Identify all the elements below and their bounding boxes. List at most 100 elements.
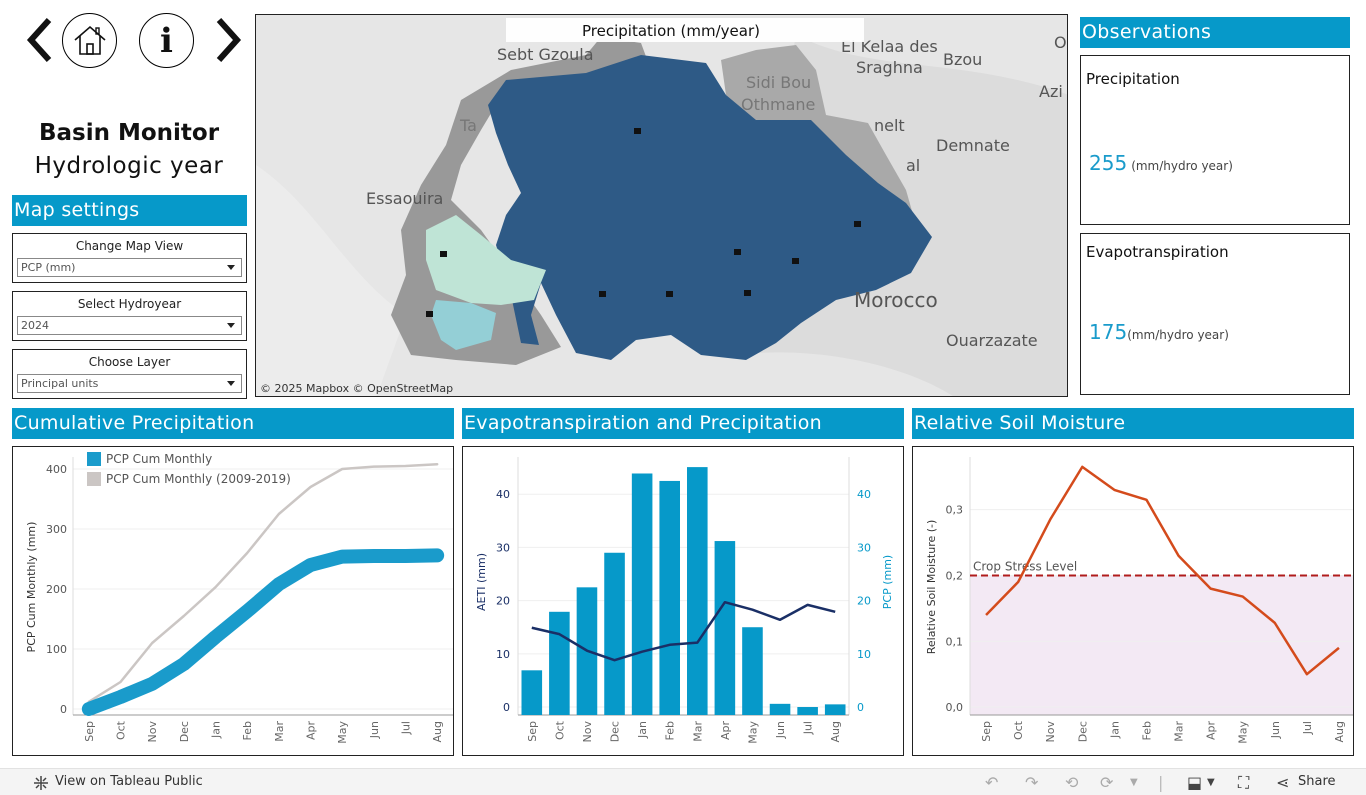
x-tick-label: Sep <box>526 721 539 742</box>
y2-tick-label: 10 <box>857 648 871 661</box>
x-tick-label: Dec <box>178 721 191 742</box>
x-tick-label: Dec <box>1076 721 1089 742</box>
x-tick-label: Jan <box>1108 721 1121 739</box>
layer-filter: Choose Layer Principal units <box>12 349 247 399</box>
tableau-logo-icon <box>34 776 48 790</box>
revert-icon[interactable]: ⟲ <box>1065 773 1079 792</box>
observations-header: Observations <box>1080 17 1350 48</box>
evapotranspiration-card: Evapotranspiration 175(mm/hydro year) <box>1080 233 1350 395</box>
pcp-bar <box>769 703 791 715</box>
redo-icon[interactable]: ↷ <box>1025 773 1039 792</box>
layer-select[interactable]: Principal units <box>17 374 242 393</box>
y-tick-label: 10 <box>496 648 510 661</box>
series-line <box>81 548 445 716</box>
share-button[interactable]: Share <box>1298 774 1336 789</box>
back-button[interactable] <box>10 12 66 68</box>
card-value: 175 <box>1089 320 1128 344</box>
pcp-bar <box>631 473 653 715</box>
x-tick-label: Jul <box>802 721 815 735</box>
pcp-bar <box>659 480 680 715</box>
y-axis-title: AETI (mm) <box>475 553 488 611</box>
map-unit-light[interactable] <box>426 215 546 305</box>
y-tick-label: 0 <box>503 701 510 714</box>
select-value: 2024 <box>21 319 49 332</box>
download-icon[interactable]: ⬓ <box>1187 773 1203 792</box>
map-canvas: Sebt Gzoula El Kelaa des Sraghna Bzou Si… <box>256 15 1067 396</box>
divider-icon: | <box>1158 773 1164 792</box>
hydroyear-select[interactable]: 2024 <box>17 316 242 335</box>
chevron-right-icon <box>216 17 242 63</box>
undo-icon[interactable]: ↶ <box>985 773 999 792</box>
map-label: Essaouira <box>366 189 443 208</box>
x-tick-label: Nov <box>581 721 594 743</box>
soil-chart-svg: 0,0 0,1 0,2 0,3 Sep Oct Nov Dec Jan Feb Mar Apr May J… <box>925 457 1353 744</box>
y2-tick-label: 0 <box>857 701 864 714</box>
refresh-dropdown-icon[interactable]: ▼ <box>1130 777 1138 788</box>
fullscreen-icon[interactable]: ⛶ <box>1238 773 1250 792</box>
page-title: Basin Monitor <box>38 120 220 146</box>
info-button[interactable]: i <box>139 13 194 68</box>
y-tick-label: 0,2 <box>946 569 964 582</box>
pcp-bar <box>742 627 763 715</box>
map-label: Sraghna <box>856 58 923 77</box>
x-tick-label: Jan <box>636 721 649 739</box>
dropdown-arrow-icon <box>227 265 235 270</box>
x-tick-label: Aug <box>1333 721 1346 742</box>
pcp-bar <box>521 670 543 715</box>
map-title: Precipitation (mm/year) <box>582 22 760 40</box>
x-tick-label: Apr <box>1205 721 1218 741</box>
download-dropdown-icon[interactable]: ▼ <box>1207 777 1215 788</box>
map-label: Azi <box>1039 82 1063 101</box>
pcp-bar <box>687 467 708 715</box>
select-value: PCP (mm) <box>21 261 76 274</box>
y2-tick-label: 40 <box>857 488 871 501</box>
x-tick-label: Mar <box>691 721 704 742</box>
filter-label: Select Hydroyear <box>77 297 182 311</box>
y-tick-label: 400 <box>46 463 67 476</box>
map-unit-principal[interactable] <box>488 55 932 360</box>
x-tick-label: Mar <box>273 721 286 742</box>
x-tick-label: May <box>336 721 349 744</box>
series-line <box>87 462 439 704</box>
home-button[interactable] <box>62 13 117 68</box>
forward-button[interactable] <box>202 12 258 68</box>
map-label: nelt <box>874 116 905 135</box>
cumulative-header: Cumulative Precipitation <box>12 408 454 439</box>
card-title: Evapotranspiration <box>1086 243 1229 261</box>
x-tick-label: Nov <box>146 721 159 743</box>
map-label: Othmane <box>741 95 815 114</box>
x-tick-label: Feb <box>1140 721 1153 740</box>
info-icon: i <box>160 20 173 61</box>
y-tick-label: 0,3 <box>946 504 964 517</box>
y-axis-title: Relative Soil Moisture (-) <box>925 520 938 655</box>
x-tick-label: Feb <box>241 721 254 740</box>
map-label: Sebt Gzoula <box>497 45 594 64</box>
share-icon[interactable]: ⋖ <box>1276 773 1290 792</box>
map-label: Bzou <box>943 50 982 69</box>
x-tick-label: Feb <box>664 721 677 740</box>
refresh-icon[interactable]: ⟳ <box>1100 773 1114 792</box>
x-tick-label: Oct <box>1012 720 1025 740</box>
map-attribution[interactable]: © 2025 Mapbox © OpenStreetMap <box>260 382 453 395</box>
x-tick-label: Jan <box>210 721 223 739</box>
x-tick-label: Jun <box>368 721 381 739</box>
map-label: Morocco <box>854 288 938 312</box>
view-on-tableau-link[interactable]: View on Tableau Public <box>55 774 203 789</box>
map-unit-mid[interactable] <box>431 300 496 350</box>
pcp-bar <box>797 707 818 715</box>
y-axis-title: PCP Cum Monthly (mm) <box>25 522 38 653</box>
legend-label: PCP Cum Monthly (2009-2019) <box>106 472 291 486</box>
pcp-bar <box>714 541 736 715</box>
aeti-line <box>531 600 836 662</box>
dropdown-arrow-icon <box>227 381 235 386</box>
basin-map[interactable]: Sebt Gzoula El Kelaa des Sraghna Bzou Si… <box>255 14 1068 397</box>
x-tick-label: Dec <box>609 721 622 742</box>
map-unit-grey[interactable] <box>721 45 916 240</box>
map-label: El Kelaa des <box>841 37 938 56</box>
map-view-select[interactable]: PCP (mm) <box>17 258 242 277</box>
card-value: 255 <box>1089 151 1128 175</box>
soil-header: Relative Soil Moisture <box>912 408 1354 439</box>
card-unit: (mm/hydro year) <box>1127 328 1229 342</box>
y-tick-label: 0,1 <box>946 635 964 648</box>
page-subtitle: Hydrologic year <box>34 153 224 179</box>
